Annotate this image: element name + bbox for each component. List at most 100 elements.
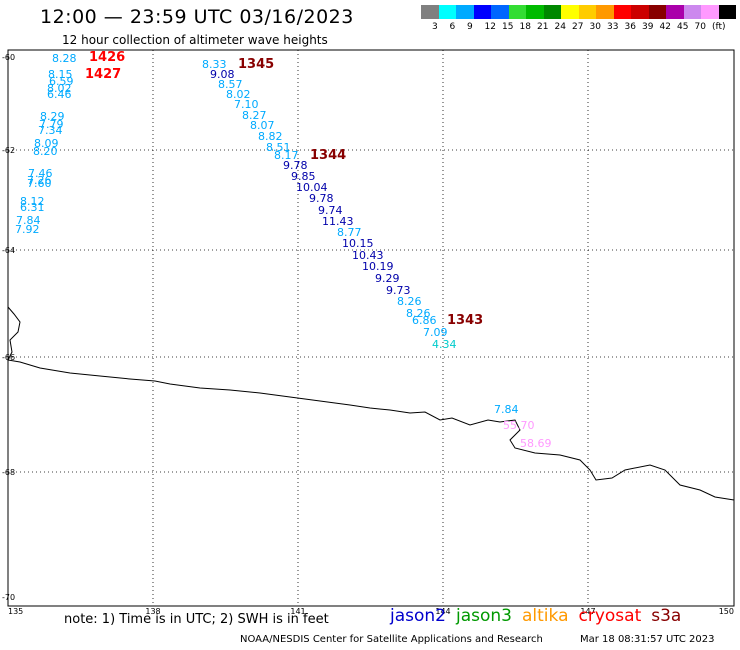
legend-swatch	[421, 5, 439, 19]
satellite-jason3: jason3	[456, 606, 512, 626]
wave-height-reading: 7.34	[38, 124, 63, 137]
credit-line: NOAA/NESDIS Center for Satellite Applica…	[240, 634, 543, 645]
wave-height-reading: 7.84	[494, 403, 519, 416]
legend-swatch	[718, 5, 736, 19]
legend-swatch	[683, 5, 701, 19]
wave-height-reading: 8.77	[337, 226, 362, 239]
altimeter-tracks: 8.288.156.598.026.468.297.797.348.098.20…	[15, 52, 552, 450]
wave-height-reading: 8.57	[218, 78, 243, 91]
legend-swatch	[578, 5, 596, 19]
satellite-s3a: s3a	[651, 606, 682, 626]
wave-height-reading: 8.28	[52, 52, 77, 65]
wave-height-reading: 8.27	[242, 109, 267, 122]
legend-label: 21	[537, 22, 549, 32]
legend-swatch	[613, 5, 631, 19]
latitude-label: -66	[2, 353, 15, 362]
wave-height-reading: 7.92	[15, 223, 40, 236]
legend-swatch	[456, 5, 474, 19]
page-subtitle: 12 hour collection of altimeter wave hei…	[62, 33, 328, 47]
wave-height-reading: 8.26	[406, 307, 431, 320]
legend-label: 33	[607, 22, 619, 32]
legend-label: 45	[677, 22, 689, 32]
wave-height-reading: 9.29	[375, 272, 400, 285]
wave-height-reading: 6.86	[412, 314, 437, 327]
legend-label: 70	[694, 22, 706, 32]
longitude-label: 138	[145, 607, 160, 616]
legend-swatch	[631, 5, 649, 19]
legend-label: 39	[642, 22, 654, 32]
wave-height-reading: 55.70	[503, 419, 535, 432]
wave-height-reading: 8.33	[202, 58, 227, 71]
wave-height-reading: 10.04	[296, 181, 328, 194]
wave-height-reading: 7.60	[27, 177, 52, 190]
wave-height-reading: 8.20	[33, 145, 58, 158]
map-frame	[7, 49, 735, 607]
antarctic-coastline	[7, 306, 735, 501]
satellite-cryosat: cryosat	[578, 606, 642, 626]
wave-height-reading: 10.43	[352, 249, 384, 262]
legend-label: 6	[449, 22, 456, 32]
wave-height-reading: 10.19	[362, 260, 394, 273]
legend-label: 12	[484, 22, 496, 32]
wave-height-reading: 8.29	[40, 110, 65, 123]
wave-height-reading: 11.43	[322, 215, 354, 228]
legend-swatch	[561, 5, 579, 19]
legend-swatch	[491, 5, 509, 19]
wave-height-reading: 7.46	[28, 167, 53, 180]
wave-height-reading: 8.82	[258, 130, 283, 143]
wave-height-reading: 9.73	[386, 284, 411, 297]
legend-label: 36	[624, 22, 636, 32]
legend-label: 15	[502, 22, 514, 32]
latitude-labels: -60 -62 -64 -66 -68 -70	[2, 53, 15, 602]
pass-label: 1345	[238, 57, 274, 72]
legend-swatch	[701, 5, 719, 19]
wave-height-reading: 8.07	[250, 119, 275, 132]
wave-height-reading: 9.74	[318, 204, 343, 217]
wave-height-reading: 8.15	[48, 68, 73, 81]
legend-swatch	[438, 5, 456, 19]
legend-swatch	[508, 5, 526, 19]
wave-height-reading: 8.51	[266, 141, 291, 154]
longitude-labels: 135 138 141 144 147 150	[8, 607, 734, 616]
wave-height-reading: 8.02	[226, 88, 251, 101]
longitude-label: 141	[290, 607, 305, 616]
wave-height-reading: 8.17	[274, 149, 299, 162]
wave-height-reading: 6.31	[20, 201, 45, 214]
legend-swatch	[596, 5, 614, 19]
legend-label: 18	[519, 22, 531, 32]
legend-swatch	[543, 5, 561, 19]
wave-height-reading: 9.78	[309, 192, 334, 205]
color-legend	[421, 5, 736, 19]
satellite-legend: jason2 jason3 altika cryosat s3a	[390, 606, 691, 626]
legend-swatch	[666, 5, 684, 19]
graticule	[8, 50, 734, 606]
wave-height-reading: 9.08	[210, 68, 235, 81]
longitude-label: 147	[580, 607, 595, 616]
legend-label: 24	[554, 22, 566, 32]
pass-labels: 1426 1427 1345 1344 1343	[85, 50, 483, 328]
longitude-label: 144	[435, 607, 450, 616]
latitude-label: -60	[2, 53, 15, 62]
legend-swatch	[526, 5, 544, 19]
wave-height-reading: 7.84	[16, 214, 41, 227]
satellite-altika: altika	[522, 606, 569, 626]
legend-label: 42	[659, 22, 671, 32]
wave-height-reading: 7.79	[39, 118, 64, 131]
legend-label: 3	[432, 22, 438, 32]
wave-height-reading: 6.46	[47, 88, 72, 101]
wave-height-reading: 6.59	[49, 75, 74, 88]
pass-label: 1427	[85, 67, 121, 82]
satellite-jason2: jason2	[390, 606, 446, 626]
pass-label: 1343	[447, 313, 483, 328]
legend-label: 9	[467, 22, 473, 32]
pass-label: 1344	[310, 148, 346, 163]
generated-timestamp: Mar 18 08:31:57 UTC 2023	[580, 634, 715, 645]
legend-label: 30	[589, 22, 601, 32]
wave-height-reading: 7.09	[423, 326, 448, 339]
pass-label: 1426	[89, 50, 125, 65]
wave-height-reading: 9.78	[283, 159, 308, 172]
footer-note: note: 1) Time is in UTC; 2) SWH is in fe…	[64, 612, 329, 627]
longitude-label: 150	[719, 607, 734, 616]
page-title: 12:00 — 23:59 UTC 03/16/2023	[40, 6, 354, 28]
